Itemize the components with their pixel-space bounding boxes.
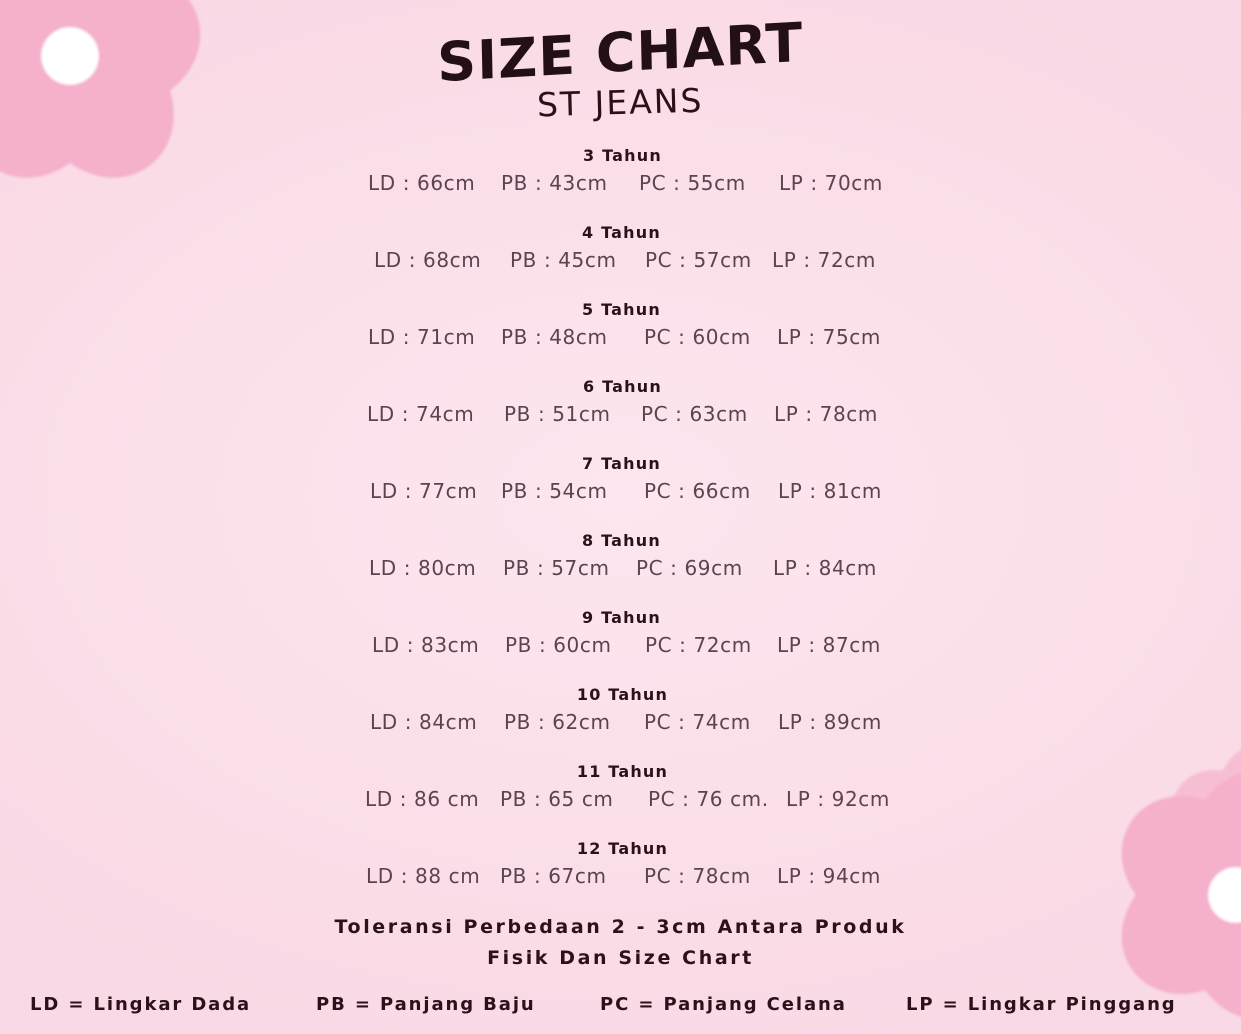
tolerance-note-line-2: Fisik Dan Size Chart	[487, 947, 754, 969]
size-row-measures: LD : 77cm PB : 54cm PC : 66cm LP : 81cm	[0, 481, 1241, 515]
size-row-measures: LD : 71cm PB : 48cm PC : 60cm LP : 75cm	[0, 327, 1241, 361]
measure-ld: LD : 84cm	[370, 710, 478, 734]
size-row: 7 Tahun LD : 77cm PB : 54cm PC : 66cm LP…	[0, 454, 1241, 531]
size-row: 8 Tahun LD : 80cm PB : 57cm PC : 69cm LP…	[0, 531, 1241, 608]
measure-pb: PB : 54cm	[501, 479, 608, 503]
size-row-age: 10 Tahun	[576, 685, 669, 704]
size-row: 6 Tahun LD : 74cm PB : 51cm PC : 63cm LP…	[0, 377, 1241, 454]
size-row-measures: LD : 74cm PB : 51cm PC : 63cm LP : 78cm	[0, 404, 1241, 438]
size-rows: 3 Tahun LD : 66cm PB : 43cm PC : 55cm LP…	[0, 146, 1241, 916]
measure-pc: PC : 72cm	[645, 633, 752, 657]
legend-item-pc: PC = Panjang Celana	[600, 994, 847, 1015]
measure-ld: LD : 71cm	[368, 325, 476, 349]
size-row: 4 Tahun LD : 68cm PB : 45cm PC : 57cm LP…	[0, 223, 1241, 300]
size-row-age: 3 Tahun	[583, 146, 662, 165]
size-row-measures: LD : 83cm PB : 60cm PC : 72cm LP : 87cm	[0, 635, 1241, 669]
measure-pc: PC : 69cm	[636, 556, 743, 580]
legend-item-lp: LP = Lingkar Pinggang	[906, 994, 1177, 1015]
size-row-age: 8 Tahun	[582, 531, 661, 550]
size-row-age: 6 Tahun	[583, 377, 662, 396]
size-row-age: 5 Tahun	[582, 300, 661, 319]
size-row: 11 Tahun LD : 86 cm PB : 65 cm PC : 76 c…	[0, 762, 1241, 839]
size-row-measures: LD : 88 cm PB : 67cm PC : 78cm LP : 94cm	[0, 866, 1241, 900]
measure-ld: LD : 80cm	[369, 556, 477, 580]
measure-pc: PC : 60cm	[644, 325, 751, 349]
size-row: 12 Tahun LD : 88 cm PB : 67cm PC : 78cm …	[0, 839, 1241, 916]
size-row: 10 Tahun LD : 84cm PB : 62cm PC : 74cm L…	[0, 685, 1241, 762]
measure-pb: PB : 65 cm	[500, 787, 614, 811]
measure-pc: PC : 63cm	[641, 402, 748, 426]
measure-ld: LD : 86 cm	[365, 787, 480, 811]
size-row-measures: LD : 84cm PB : 62cm PC : 74cm LP : 89cm	[0, 712, 1241, 746]
size-row-measures: LD : 80cm PB : 57cm PC : 69cm LP : 84cm	[0, 558, 1241, 592]
page-subtitle: ST JEANS	[536, 80, 705, 125]
measure-pc: PC : 57cm	[645, 248, 752, 272]
measure-lp: LP : 81cm	[778, 479, 882, 503]
measure-pc: PC : 66cm	[644, 479, 751, 503]
measure-pb: PB : 60cm	[505, 633, 612, 657]
heading-block: SIZE CHART ST JEANS	[0, 11, 1241, 125]
measure-pb: PB : 62cm	[504, 710, 611, 734]
measure-pb: PB : 57cm	[503, 556, 610, 580]
size-row: 3 Tahun LD : 66cm PB : 43cm PC : 55cm LP…	[0, 146, 1241, 223]
measure-lp: LP : 94cm	[777, 864, 881, 888]
measure-pb: PB : 45cm	[510, 248, 617, 272]
size-row: 9 Tahun LD : 83cm PB : 60cm PC : 72cm LP…	[0, 608, 1241, 685]
measure-pb: PB : 67cm	[500, 864, 607, 888]
measure-pc: PC : 76 cm.	[648, 787, 769, 811]
measure-ld: LD : 66cm	[368, 171, 476, 195]
measure-lp: LP : 87cm	[777, 633, 881, 657]
legend-item-ld: LD = Lingkar Dada	[30, 994, 252, 1015]
measure-pc: PC : 78cm	[644, 864, 751, 888]
measure-lp: LP : 75cm	[777, 325, 881, 349]
size-row-measures: LD : 66cm PB : 43cm PC : 55cm LP : 70cm	[0, 173, 1241, 207]
measure-lp: LP : 92cm	[786, 787, 890, 811]
measure-lp: LP : 89cm	[778, 710, 882, 734]
size-row-age: 9 Tahun	[582, 608, 661, 627]
measure-pb: PB : 51cm	[504, 402, 611, 426]
measure-pb: PB : 48cm	[501, 325, 608, 349]
size-row-measures: LD : 68cm PB : 45cm PC : 57cm LP : 72cm	[0, 250, 1241, 284]
measure-ld: LD : 77cm	[370, 479, 478, 503]
measure-pc: PC : 74cm	[644, 710, 751, 734]
measure-ld: LD : 68cm	[374, 248, 482, 272]
tolerance-note: Toleransi Perbedaan 2 - 3cm Antara Produ…	[0, 912, 1241, 974]
size-row-measures: LD : 86 cm PB : 65 cm PC : 76 cm. LP : 9…	[0, 789, 1241, 823]
page-title: SIZE CHART	[436, 10, 805, 95]
measure-pb: PB : 43cm	[501, 171, 608, 195]
measure-lp: LP : 70cm	[779, 171, 883, 195]
size-row-age: 7 Tahun	[582, 454, 661, 473]
legend-item-pb: PB = Panjang Baju	[316, 994, 536, 1015]
measure-lp: LP : 84cm	[773, 556, 877, 580]
tolerance-note-line-1: Toleransi Perbedaan 2 - 3cm Antara Produ…	[334, 916, 907, 938]
size-row-age: 12 Tahun	[576, 839, 669, 858]
size-row: 5 Tahun LD : 71cm PB : 48cm PC : 60cm LP…	[0, 300, 1241, 377]
size-row-age: 4 Tahun	[582, 223, 661, 242]
measure-ld: LD : 74cm	[367, 402, 475, 426]
measure-ld: LD : 88 cm	[366, 864, 481, 888]
measure-lp: LP : 72cm	[772, 248, 876, 272]
size-row-age: 11 Tahun	[576, 762, 669, 781]
measure-lp: LP : 78cm	[774, 402, 878, 426]
legend: LD = Lingkar Dada PB = Panjang Baju PC =…	[0, 996, 1241, 1026]
measure-pc: PC : 55cm	[639, 171, 746, 195]
measure-ld: LD : 83cm	[372, 633, 480, 657]
